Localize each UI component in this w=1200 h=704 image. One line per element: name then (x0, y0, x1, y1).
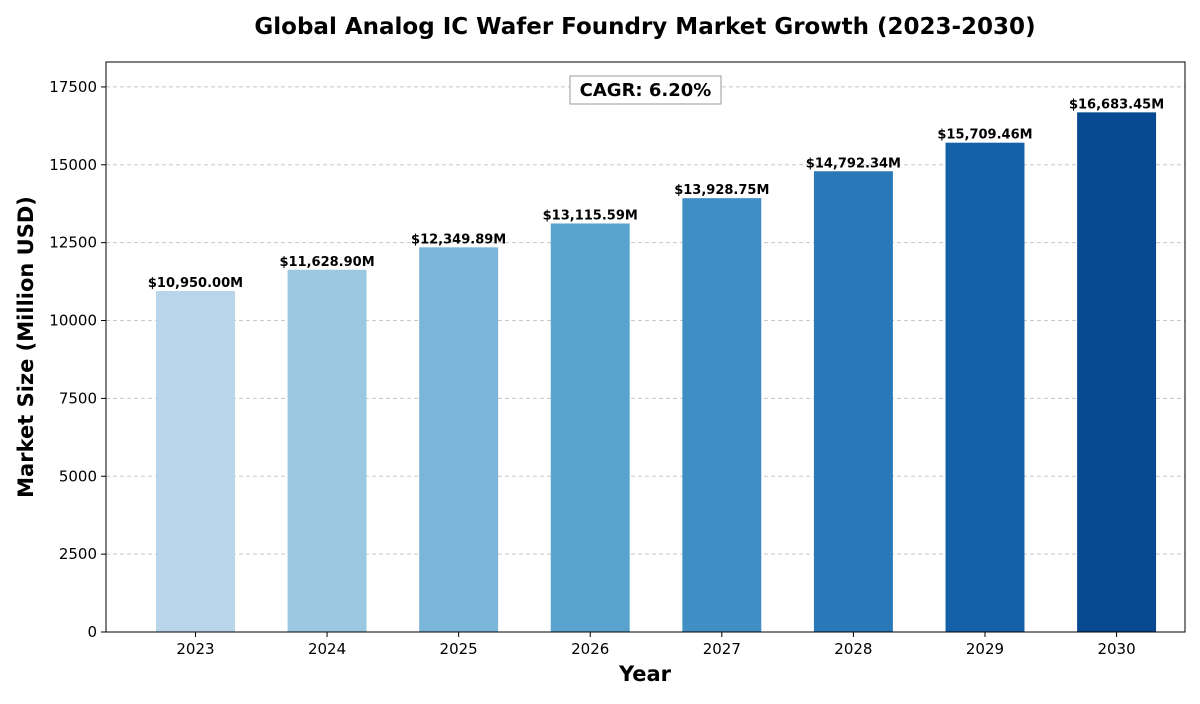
y-tick-label: 0 (87, 623, 97, 641)
bar-2027 (682, 198, 762, 632)
cagr-annotation-box (569, 75, 722, 105)
x-tick-label-2029: 2029 (966, 640, 1004, 658)
bars (156, 112, 1157, 632)
bar-value-label-2023: $10,950.00M (148, 276, 243, 291)
bar-2024 (287, 269, 367, 632)
bar-2028 (813, 171, 893, 632)
y-tick-label: 15000 (49, 156, 97, 174)
x-tick-label-2028: 2028 (834, 640, 872, 658)
x-tick-label-2026: 2026 (571, 640, 609, 658)
bar-2026 (550, 223, 630, 632)
bar-value-label-2028: $14,792.34M (806, 156, 901, 171)
x-tick-label-2023: 2023 (176, 640, 214, 658)
bar-value-labels: $10,950.00M $11,628.90M $12,349.89M $13,115… (148, 97, 1164, 291)
chart-title: Global Analog IC Wafer Foundry Market Gr… (254, 14, 1035, 40)
y-tick-label: 7500 (59, 389, 97, 407)
bar-2029 (945, 142, 1025, 632)
bar-value-label-2027: $13,928.75M (674, 183, 769, 198)
x-axis: 2023 2024 2025 2026 2027 2028 2029 2030 (176, 632, 1136, 658)
y-tick-label: 5000 (59, 467, 97, 485)
plot-frame (105, 61, 1186, 633)
bar-value-label-2024: $11,628.90M (279, 255, 374, 270)
y-tick-label: 2500 (59, 545, 97, 563)
y-tick-label: 12500 (49, 234, 97, 252)
x-axis-label: Year (618, 662, 672, 686)
y-axis: 0 2500 5000 7500 10000 12500 15000 17500 (49, 78, 106, 641)
bar-value-label-2030: $16,683.45M (1069, 97, 1164, 112)
x-tick-label-2027: 2027 (703, 640, 741, 658)
bar-2030 (1077, 112, 1157, 632)
x-tick-label-2024: 2024 (308, 640, 346, 658)
bar-2025 (419, 247, 499, 632)
x-tick-label-2030: 2030 (1097, 640, 1135, 658)
x-tick-label-2025: 2025 (440, 640, 478, 658)
cagr-annotation: CAGR: 6.20% (569, 75, 722, 105)
y-tick-label: 10000 (49, 312, 97, 330)
y-tick-label: 17500 (49, 78, 97, 96)
bar-value-label-2029: $15,709.46M (937, 128, 1032, 143)
bar-2023 (156, 290, 235, 632)
y-axis-label: Market Size (Million USD) (14, 196, 38, 498)
bar-value-label-2025: $12,349.89M (411, 232, 506, 247)
cagr-annotation-text: CAGR: 6.20% (580, 80, 712, 101)
bar-value-label-2026: $13,115.59M (543, 208, 638, 223)
